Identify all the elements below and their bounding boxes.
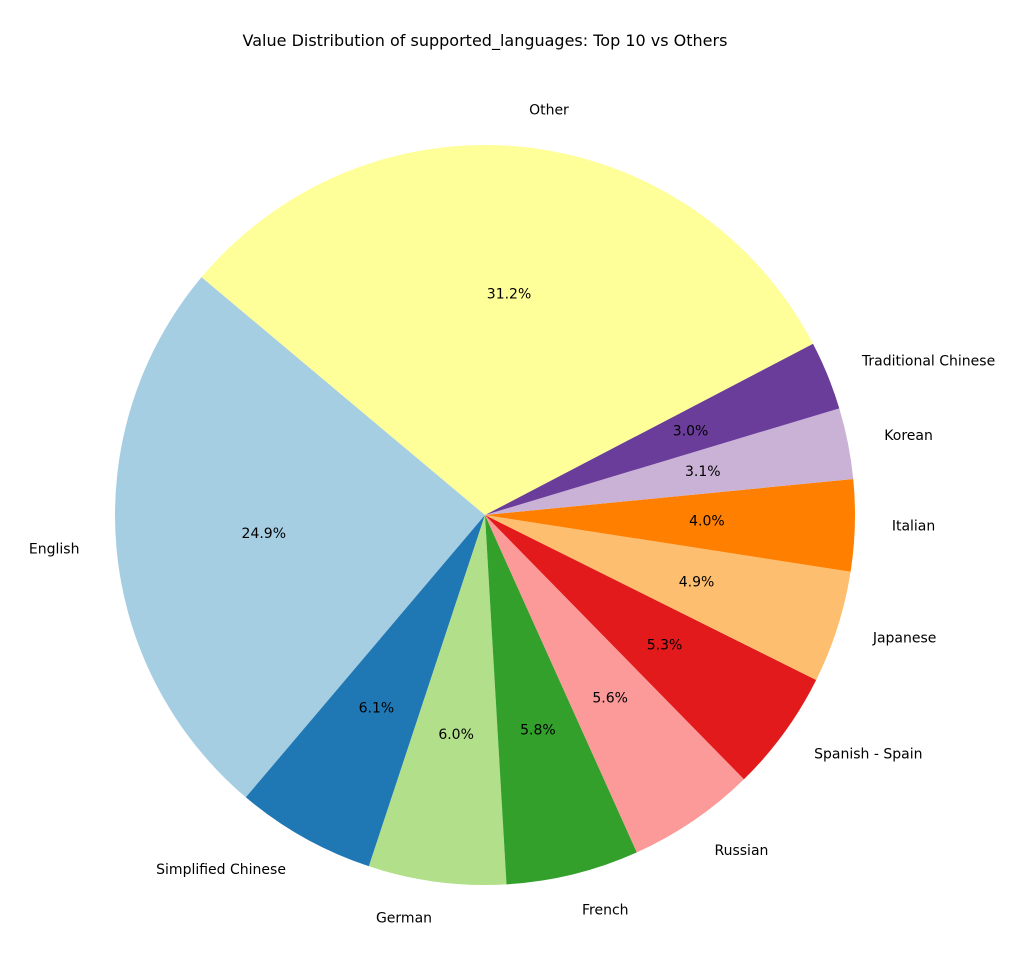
- slice-label-japanese: Japanese: [872, 630, 937, 646]
- percent-label-english: 24.9%: [242, 526, 286, 542]
- percent-label-simplified-chinese: 6.1%: [359, 701, 395, 717]
- percent-labels: 24.9% 6.1% 6.0% 5.8% 5.6% 5.3% 4.9% 4.0% 3.1% 3.0…: [242, 286, 725, 743]
- percent-label-german: 6.0%: [438, 727, 474, 743]
- percent-label-traditional-chinese: 3.0%: [673, 423, 709, 439]
- pie-slice-traditional-chinese: [485, 343, 840, 515]
- slice-label-russian: Russian: [715, 843, 769, 859]
- pie-slice-spanish-spain: [485, 515, 817, 780]
- pie-slice-simplified-chinese: [245, 515, 485, 867]
- percent-label-other: 31.2%: [487, 286, 531, 302]
- slice-label-german: German: [376, 911, 432, 927]
- percent-label-italian: 4.0%: [689, 513, 725, 529]
- pie-slices: [114, 145, 855, 885]
- percent-label-spanish-spain: 5.3%: [647, 638, 683, 654]
- pie-slice-russian: [485, 515, 744, 853]
- slice-label-korean: Korean: [884, 428, 933, 444]
- slice-labels: English Simplified Chinese German French Rus…: [29, 102, 995, 926]
- pie-slice-other: [201, 145, 813, 515]
- pie-slice-italian: [485, 478, 855, 572]
- chart-title: Value Distribution of supported_language…: [243, 31, 728, 51]
- slice-label-french: French: [582, 902, 629, 918]
- pie-slice-korean: [485, 408, 854, 515]
- pie-slice-german: [368, 515, 507, 885]
- pie-slice-japanese: [485, 515, 851, 681]
- slice-label-italian: Italian: [892, 519, 935, 535]
- slice-label-traditional-chinese: Traditional Chinese: [861, 353, 995, 369]
- pie-slice-french: [485, 515, 637, 885]
- slice-label-simplified-chinese: Simplified Chinese: [156, 862, 286, 878]
- percent-label-french: 5.8%: [520, 723, 556, 739]
- pie-slice-english: [114, 277, 485, 798]
- slice-label-spanish-spain: Spanish - Spain: [814, 746, 922, 762]
- percent-label-russian: 5.6%: [592, 690, 628, 706]
- percent-label-japanese: 4.9%: [679, 574, 715, 590]
- slice-label-english: English: [29, 542, 80, 558]
- percent-label-korean: 3.1%: [685, 464, 721, 480]
- slice-label-other: Other: [529, 102, 569, 118]
